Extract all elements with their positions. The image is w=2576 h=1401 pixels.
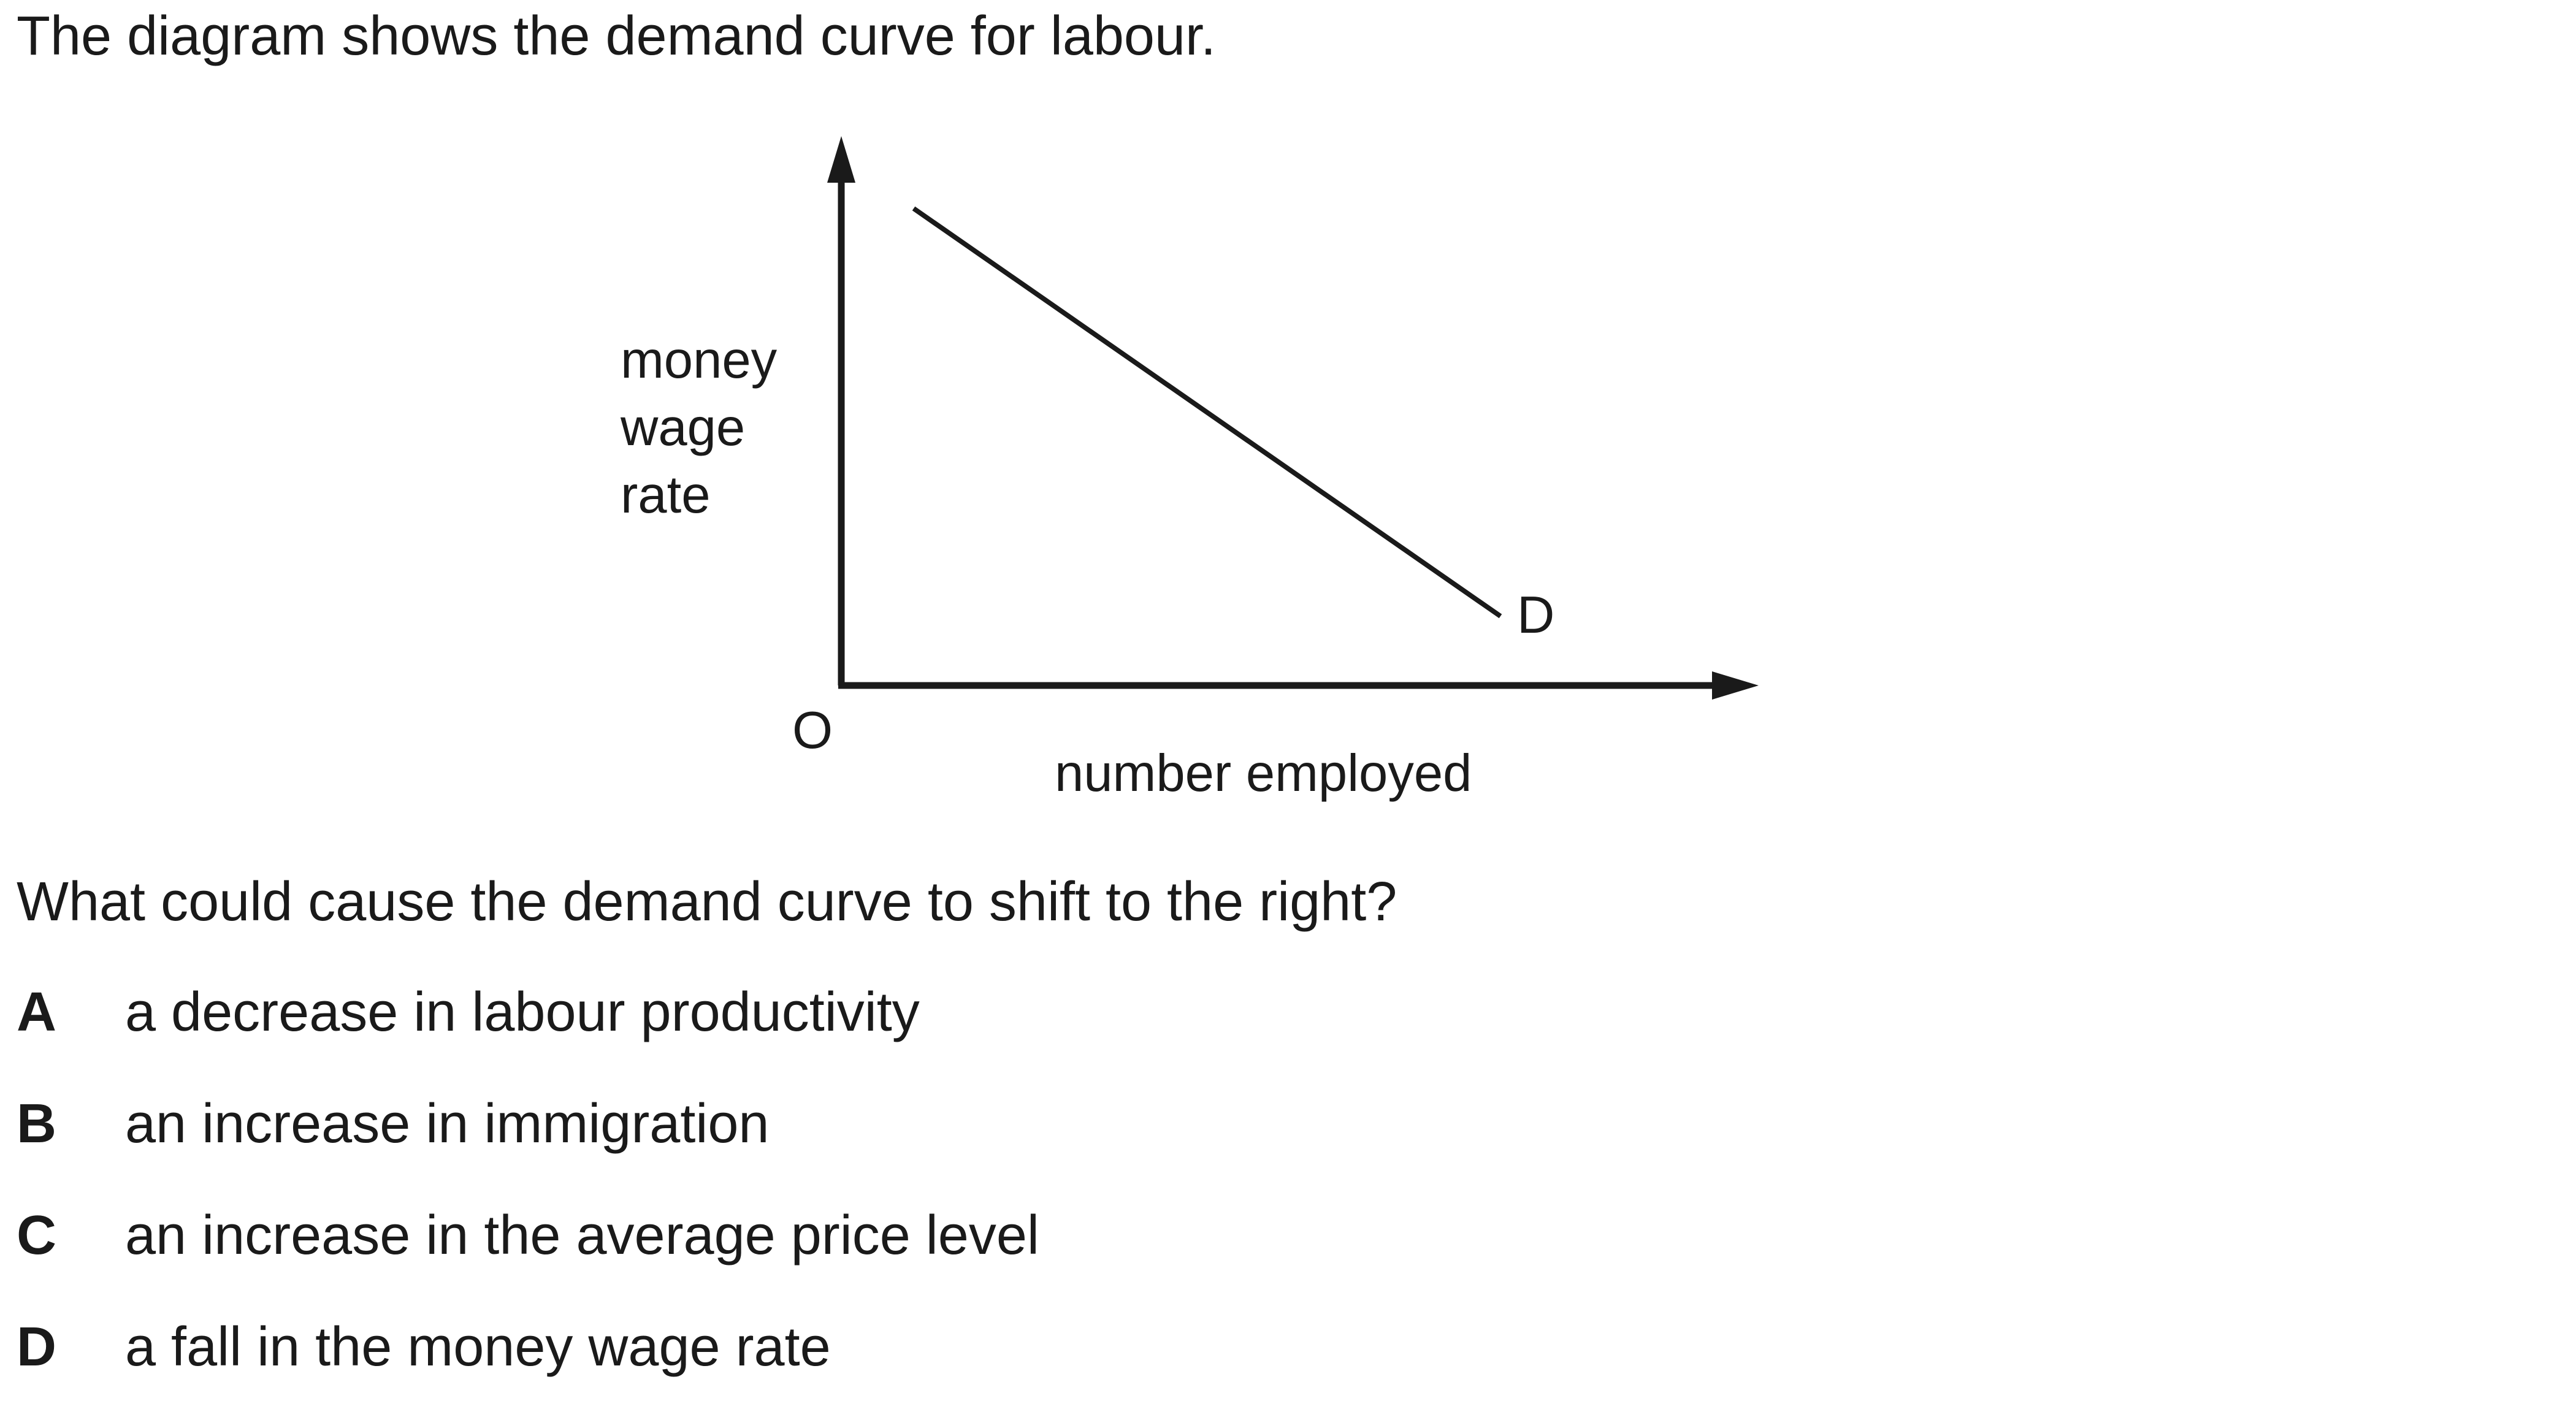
option-c-letter: C: [17, 1205, 56, 1266]
option-c-text: an increase in the average price level: [125, 1205, 1039, 1266]
y-axis-label-line-3: rate: [621, 466, 710, 524]
y-axis-label-line-1: money: [621, 331, 778, 389]
option-b-letter: B: [17, 1093, 56, 1155]
option-d-letter: D: [17, 1316, 56, 1378]
option-a-letter: A: [17, 982, 56, 1043]
option-b-text: an increase in immigration: [125, 1093, 770, 1155]
x-axis-arrowhead: [1712, 671, 1759, 700]
origin-label: O: [792, 701, 833, 760]
option-a-text: a decrease in labour productivity: [125, 982, 920, 1043]
demand-curve-line: [912, 206, 1502, 619]
y-axis-arrowhead: [827, 136, 855, 183]
intro-text: The diagram shows the demand curve for l…: [17, 6, 1217, 67]
y-axis-label-line-2: wage: [620, 399, 745, 457]
demand-curve-label: D: [1517, 586, 1554, 644]
question-text: What could cause the demand curve to shi…: [17, 871, 1397, 933]
x-axis-label: number employed: [1055, 744, 1472, 803]
option-d-text: a fall in the money wage rate: [125, 1316, 831, 1378]
